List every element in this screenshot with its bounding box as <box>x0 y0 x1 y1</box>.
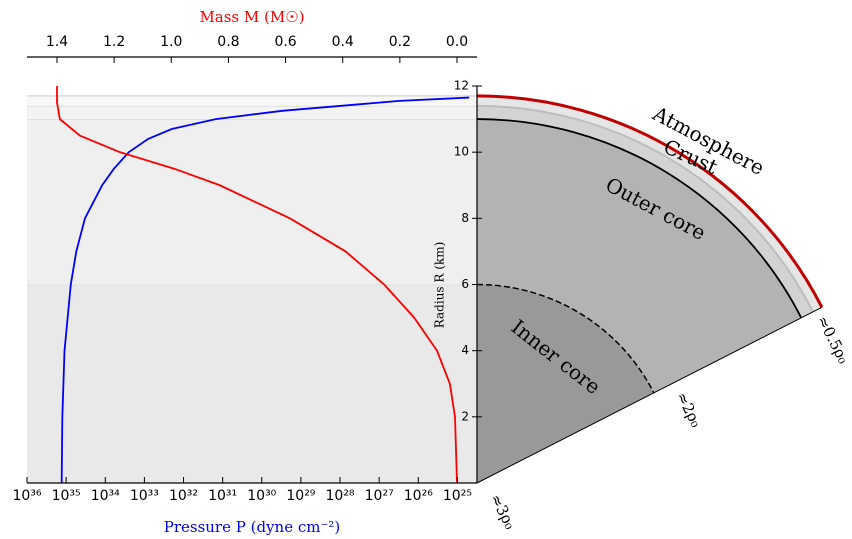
x-axis-title: Pressure P (dyne cm⁻²) <box>164 518 341 536</box>
layer-band <box>27 95 477 106</box>
x2-tick-label: 0.4 <box>332 34 354 50</box>
density-label: ≈3ρ₀ <box>486 491 519 532</box>
layer-sector <box>477 284 654 483</box>
layer-band <box>27 119 477 285</box>
layer-arc <box>476 118 803 319</box>
x-tick-label: 10³⁶ <box>12 488 41 504</box>
y-tick-label: 10 <box>454 145 469 159</box>
layer-band <box>27 105 477 120</box>
y-tick-label: 2 <box>461 409 469 423</box>
layer-band <box>27 284 477 483</box>
wedge-edge <box>476 306 823 484</box>
y-tick-label: 8 <box>461 211 469 225</box>
x-tick-label: 10³² <box>169 488 198 504</box>
x2-tick-label: 1.4 <box>46 34 68 50</box>
layer-arc <box>476 283 655 394</box>
y-axis-title: Radius R (km) <box>433 242 447 329</box>
x2-tick-label: 1.2 <box>103 34 125 50</box>
density-label: ≈0.5ρ₀ <box>813 313 852 367</box>
x-tick-label: 10²⁵ <box>443 488 472 504</box>
x2-tick-label: 0.8 <box>217 34 239 50</box>
density-label: ≈2ρ₀ <box>672 389 705 430</box>
x-tick-label: 10³⁰ <box>247 488 276 504</box>
curves <box>56 86 470 483</box>
background-bands <box>27 95 477 483</box>
y-tick-label: 12 <box>454 79 469 93</box>
x-tick-label: 10³³ <box>130 488 159 504</box>
x-tick-label: 10³¹ <box>208 488 237 504</box>
x-tick-label: 10³⁵ <box>52 488 81 504</box>
x-tick-label: 10²⁷ <box>365 488 394 504</box>
x2-tick-label: 0.0 <box>446 34 468 50</box>
x2-tick-label: 1.0 <box>160 34 182 50</box>
y-tick-label: 6 <box>461 277 469 291</box>
star-wedge <box>476 94 824 484</box>
layer-arc <box>476 94 824 308</box>
x2-tick-label: 0.6 <box>274 34 296 50</box>
x-tick-label: 10²⁶ <box>404 488 433 504</box>
y-tick-label: 4 <box>461 343 469 357</box>
x2-axis-title: Mass M (M☉) <box>199 8 304 26</box>
x-tick-label: 10³⁴ <box>91 488 120 504</box>
x-tick-label: 10²⁸ <box>326 488 355 504</box>
x-tick-label: 10²⁹ <box>286 488 315 504</box>
series-line <box>56 86 458 483</box>
layer-arc <box>476 104 814 313</box>
series-line <box>60 96 470 483</box>
x2-tick-label: 0.2 <box>389 34 411 50</box>
